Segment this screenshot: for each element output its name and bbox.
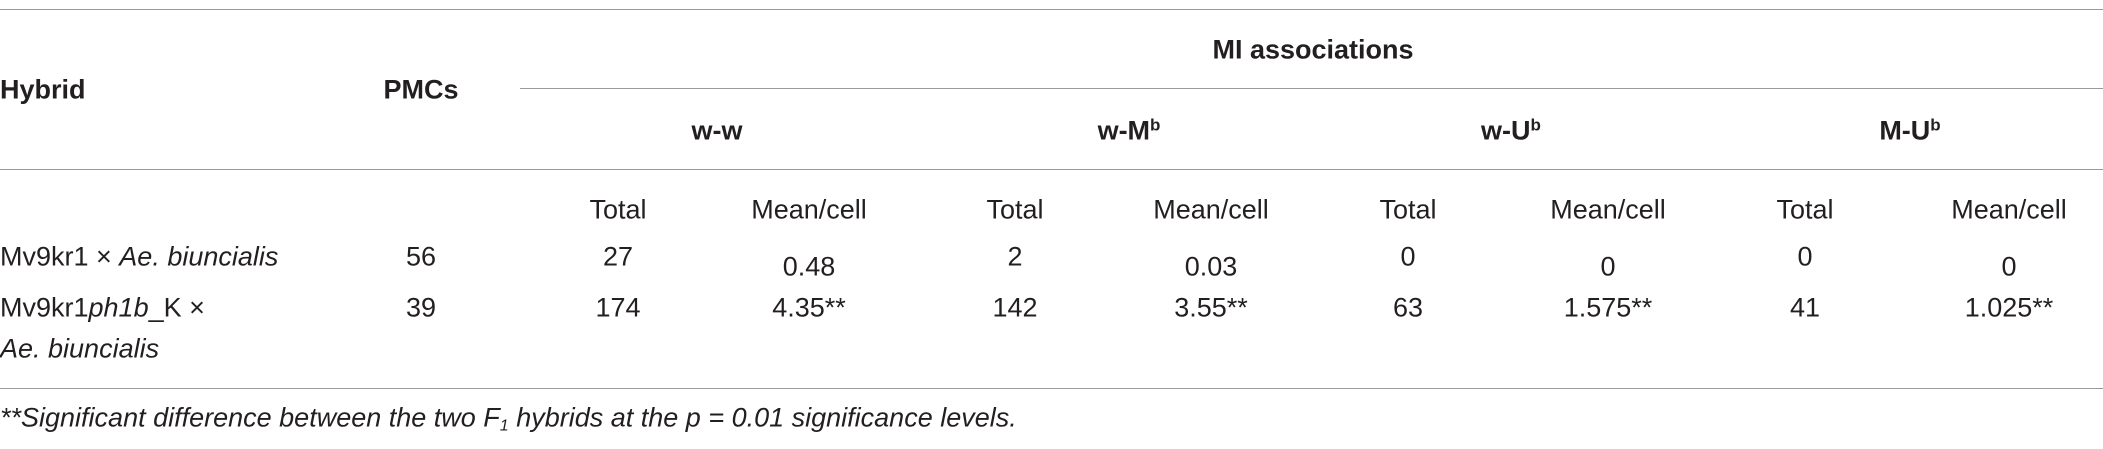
footnote-text: hybrids at the p = 0.01 significance lev…	[508, 402, 1017, 433]
subcolumn-header: Mean/cell	[751, 194, 867, 225]
top-rule	[0, 9, 2103, 10]
hybrid-cell: Mv9kr1ph1b_K ×	[0, 293, 205, 324]
data-cell: 142	[992, 292, 1038, 323]
data-cell: 63	[1392, 292, 1424, 323]
hybrid-text: Ae. biuncialis	[0, 333, 160, 364]
subgroup-text: w-w	[691, 115, 743, 146]
footnote-text: **Significant difference between the two…	[0, 402, 500, 433]
data-cell: 3.55**	[1174, 292, 1248, 323]
hybrid-text: Ae. biuncialis	[119, 241, 279, 272]
footnote-text: 1	[499, 417, 509, 435]
hybrid-text: ph1b	[88, 292, 149, 323]
bottom-rule	[0, 388, 2103, 389]
subgroup-header: w-Ub	[1481, 116, 1541, 147]
data-cell: 0.03	[1184, 251, 1238, 282]
pmcs-cell: 39	[405, 292, 437, 323]
header-group: MI associations	[1212, 34, 1414, 65]
pmcs-cell: 56	[405, 241, 437, 272]
subgroup-text: w-M	[1097, 115, 1151, 146]
subgroup-text: w-U	[1481, 115, 1531, 146]
data-cell: 2	[1007, 241, 1023, 272]
subcolumn-header: Mean/cell	[1153, 194, 1269, 225]
header-pmcs: PMCs	[383, 74, 459, 105]
header-hybrid: Hybrid	[0, 74, 86, 105]
subcolumn-header: Total	[1776, 194, 1834, 225]
subcolumn-header: Total	[1379, 194, 1437, 225]
header-rule	[0, 169, 2103, 170]
hybrid-cell: Ae. biuncialis	[0, 334, 159, 365]
footnote: **Significant difference between the two…	[0, 402, 1017, 435]
hybrid-text: Mv9kr1	[0, 292, 89, 323]
subgroup-sup: b	[1530, 115, 1541, 135]
subgroup-header: M-Ub	[1879, 116, 1940, 147]
group-rule	[520, 88, 2103, 89]
data-cell: 4.35**	[772, 292, 846, 323]
hybrid-cell: Mv9kr1 × Ae. biuncialis	[0, 242, 278, 273]
data-cell: 0	[2001, 251, 2017, 282]
data-cell: 41	[1789, 292, 1821, 323]
subcolumn-header: Total	[589, 194, 647, 225]
subgroup-sup: b	[1150, 115, 1161, 135]
subcolumn-header: Mean/cell	[1550, 194, 1666, 225]
data-cell: 0	[1797, 241, 1813, 272]
data-cell: 0	[1600, 251, 1616, 282]
hybrid-text: _K ×	[148, 292, 205, 323]
subgroup-header: w-w	[692, 116, 743, 147]
data-cell: 1.575**	[1563, 292, 1653, 323]
data-cell: 174	[595, 292, 641, 323]
data-cell: 0.48	[782, 251, 836, 282]
subcolumn-header: Mean/cell	[1951, 194, 2067, 225]
subgroup-text: M-U	[1879, 115, 1931, 146]
data-cell: 0	[1400, 241, 1416, 272]
subgroup-sup: b	[1930, 115, 1941, 135]
hybrid-text: Mv9kr1 ×	[0, 241, 120, 272]
data-cell: 27	[602, 241, 634, 272]
subcolumn-header: Total	[986, 194, 1044, 225]
subgroup-header: w-Mb	[1098, 116, 1161, 147]
data-cell: 1.025**	[1964, 292, 2054, 323]
